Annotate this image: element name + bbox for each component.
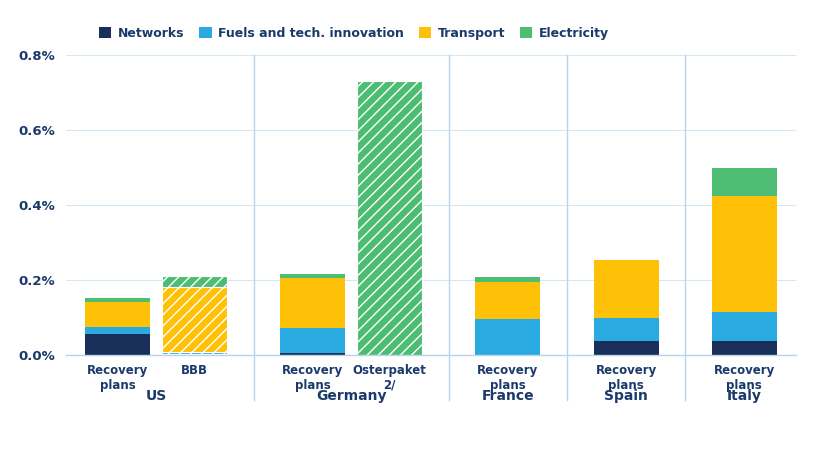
Bar bbox=[280, 353, 346, 355]
Bar bbox=[85, 303, 150, 327]
Bar bbox=[594, 318, 658, 341]
Bar bbox=[85, 298, 150, 303]
Bar bbox=[712, 168, 777, 196]
Bar bbox=[357, 81, 422, 355]
Bar bbox=[85, 327, 150, 334]
Bar bbox=[594, 260, 658, 318]
Bar bbox=[475, 277, 540, 282]
Bar bbox=[162, 352, 227, 354]
Bar bbox=[475, 319, 540, 355]
Text: US: US bbox=[145, 389, 167, 404]
Bar bbox=[280, 274, 346, 278]
Bar bbox=[712, 196, 777, 313]
Bar bbox=[162, 276, 227, 287]
Text: Spain: Spain bbox=[604, 389, 648, 404]
Bar bbox=[712, 313, 777, 341]
Bar bbox=[280, 278, 346, 328]
Bar bbox=[162, 354, 227, 355]
Text: Italy: Italy bbox=[727, 389, 762, 404]
Text: Germany: Germany bbox=[316, 389, 387, 404]
Bar bbox=[162, 287, 227, 352]
Bar bbox=[85, 334, 150, 355]
Bar bbox=[712, 341, 777, 355]
Legend: Networks, Fuels and tech. innovation, Transport, Electricity: Networks, Fuels and tech. innovation, Tr… bbox=[94, 22, 614, 45]
Text: France: France bbox=[482, 389, 534, 404]
Bar bbox=[280, 328, 346, 353]
Bar bbox=[594, 341, 658, 355]
Bar bbox=[475, 282, 540, 319]
